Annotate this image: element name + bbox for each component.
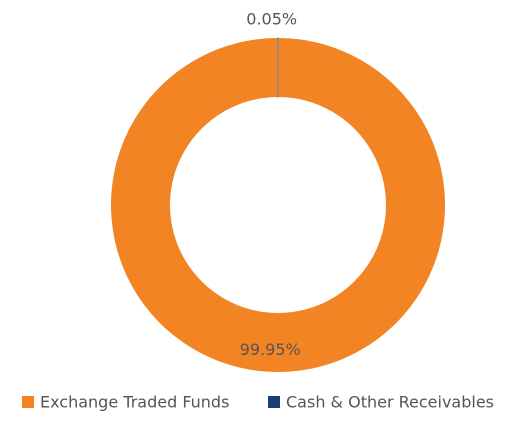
slice xyxy=(276,37,279,98)
legend-label: Exchange Traded Funds xyxy=(40,393,229,412)
data-label: 99.95% xyxy=(240,340,301,359)
slice xyxy=(110,38,445,372)
legend-swatch xyxy=(22,396,34,408)
legend-swatch xyxy=(268,396,280,408)
data-label: 0.05% xyxy=(246,10,297,29)
legend-label: Cash & Other Receivables xyxy=(286,393,494,412)
